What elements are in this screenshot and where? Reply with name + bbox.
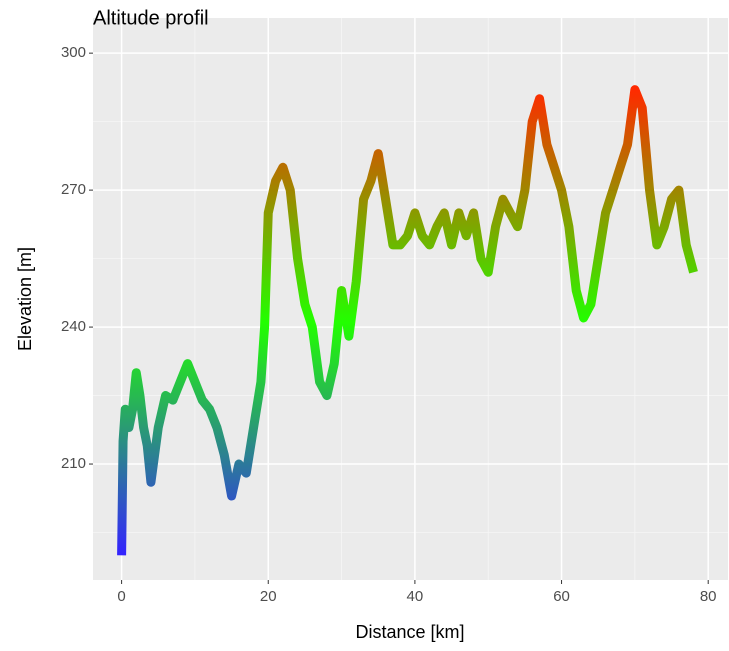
x-tick-label: 80: [700, 588, 717, 605]
x-tick-label: 40: [407, 588, 424, 605]
chart-title: Altitude profil: [93, 7, 209, 29]
y-axis-label: Elevation [m]: [15, 247, 35, 351]
y-tick-label: 300: [61, 44, 86, 61]
panel: [93, 18, 728, 580]
elevation-line: [117, 85, 698, 556]
y-tick-label: 270: [61, 181, 86, 198]
y-tick-label: 240: [61, 318, 86, 335]
x-axis-label: Distance [km]: [355, 622, 464, 642]
y-tick-label: 210: [61, 455, 86, 472]
x-tick-label: 60: [553, 588, 570, 605]
x-tick-label: 20: [260, 588, 277, 605]
x-tick-label: 0: [117, 588, 125, 605]
